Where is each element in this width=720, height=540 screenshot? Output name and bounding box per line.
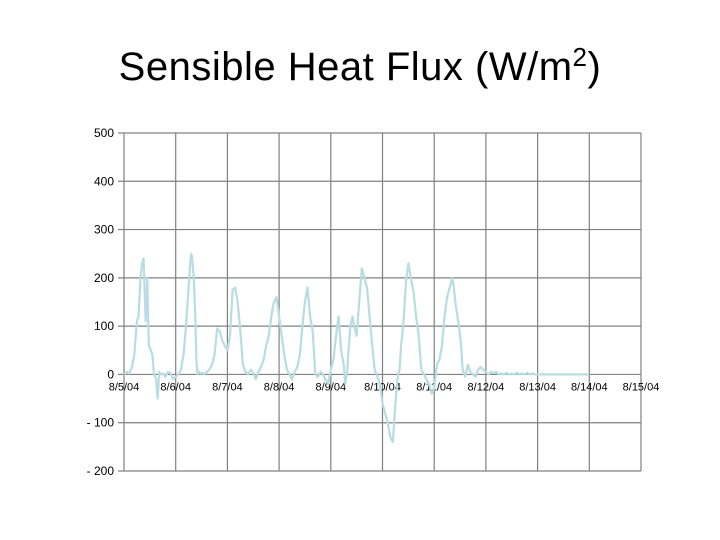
chart-title-superscript: 2 [572, 42, 588, 72]
x-tick-label: 8/9/04 [316, 381, 347, 393]
x-axis-ticks: 8/5/04 8/6/04 8/7/04 8/8/04 8/9/04 8/10/04 8/1… [109, 381, 660, 393]
x-tick-label: 8/7/04 [212, 381, 243, 393]
x-tick-label: 8/14/04 [571, 381, 608, 393]
chart-title: Sensible Heat Flux (W/m2) [0, 42, 720, 90]
y-tick-label: 100 [94, 319, 114, 333]
y-tick-label: 500 [94, 126, 114, 140]
x-tick-label: 8/5/04 [109, 381, 140, 393]
y-tick-label: 200 [94, 271, 114, 285]
y-tick-label: - 200 [87, 464, 115, 478]
x-tick-label: 8/8/04 [264, 381, 295, 393]
y-tick-label: - 100 [87, 416, 115, 430]
series-line [123, 252, 590, 444]
x-tick-label: 8/10/04 [364, 381, 401, 393]
y-tick-label: 300 [94, 223, 114, 237]
x-tick-label: 8/13/04 [519, 381, 556, 393]
x-tick-label: 8/12/04 [468, 381, 505, 393]
grid [118, 132, 642, 472]
x-tick-label: 8/15/04 [623, 381, 660, 393]
y-axis-ticks: 500 400 300 200 100 0 - 100 - 200 [87, 126, 115, 478]
y-tick-label: 0 [107, 367, 114, 381]
chart-title-main: Sensible Heat Flux (W/m [118, 45, 573, 89]
x-tick-label: 8/6/04 [160, 381, 191, 393]
chart-title-close: ) [587, 45, 602, 89]
y-tick-label: 400 [94, 174, 114, 188]
